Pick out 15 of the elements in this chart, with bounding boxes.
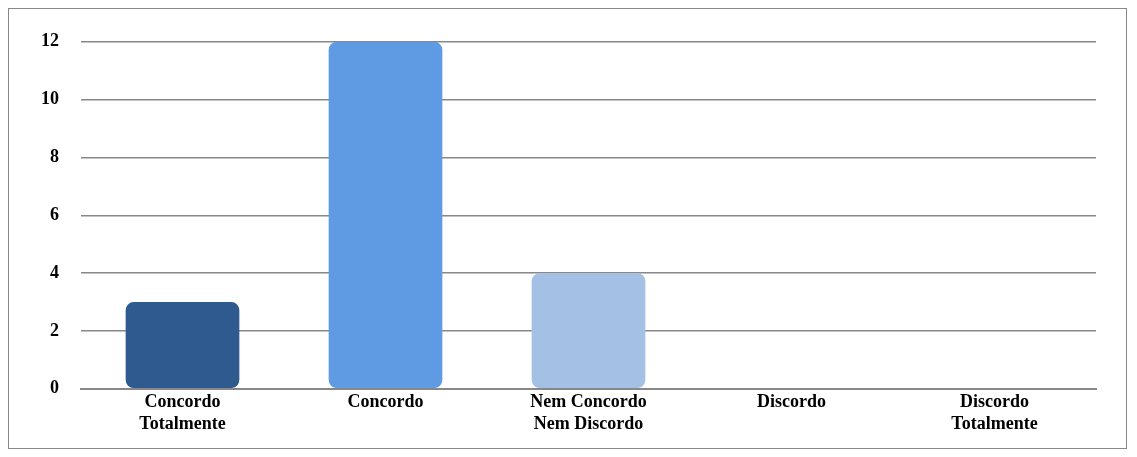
bar [531, 273, 646, 389]
y-tick-label: 0 [50, 377, 59, 398]
y-tick-label: 10 [41, 88, 59, 109]
y-tick-label: 8 [50, 146, 59, 167]
y-tick-label: 12 [41, 30, 59, 51]
y-tick-label: 4 [50, 261, 59, 282]
x-tick-label: Discordo [757, 391, 826, 412]
y-tick-label: 2 [50, 319, 59, 340]
bar [328, 41, 443, 389]
y-tick-label: 6 [50, 203, 59, 224]
x-tick-label: Nem Concordo Nem Discordo [530, 391, 647, 433]
x-tick-label: Discordo Totalmente [951, 391, 1038, 433]
x-tick-label: Concordo Totalmente [139, 391, 226, 433]
x-tick-label: Concordo [347, 391, 424, 412]
bar [125, 302, 240, 389]
